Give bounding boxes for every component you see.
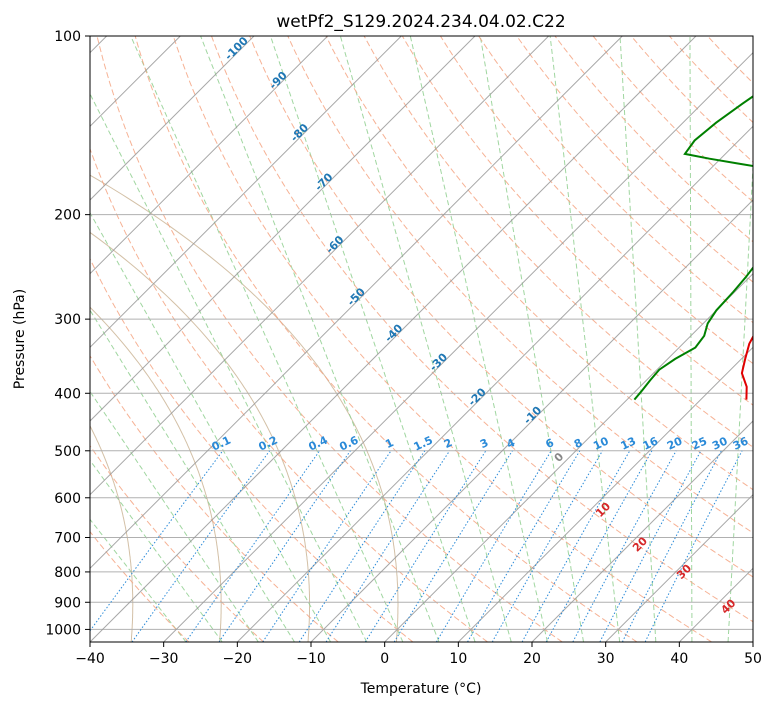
x-tick-label: 20 [523,651,541,667]
mixing-ratio-line [131,450,271,642]
dry-adiabat-line [363,36,753,448]
isotherm-gridline [163,51,753,642]
profile-line-2 [633,95,753,401]
moist-adiabat-line [90,309,295,642]
y-tick-label: 800 [54,565,81,581]
dry-adiabat-line [478,36,753,324]
mixing-ratio-line [364,450,487,642]
x-tick-label: 10 [449,651,467,667]
x-tick-label: 40 [670,651,688,667]
isotherm-gridline [531,420,753,642]
mixing-ratio-label: 13 [619,434,638,452]
moist-adiabat-line [90,92,368,642]
mixing-ratio-line [435,450,552,642]
dry-adiabat-line [439,36,753,365]
x-tick-label: 50 [744,651,762,667]
isotherm-gridline [384,272,753,642]
isotherm-gridline [90,36,329,275]
mixing-ratio-label: 30 [710,434,730,452]
mixing-ratio-label: 20 [665,434,685,452]
dry-adiabat-line [90,147,488,642]
brown-reference-curve [90,231,311,642]
dry-adiabat-line [96,36,563,642]
x-tick-label: −20 [223,651,253,667]
moist-adiabat-line [619,36,657,642]
dry-adiabat-line [90,354,339,642]
x-tick-label: −30 [149,651,179,667]
isotherm-gridline [90,36,476,422]
mixing-ratio-line [621,450,722,642]
x-tick-label: 0 [380,651,389,667]
profile-line-1 [740,334,753,400]
mixing-ratio-line [599,450,702,642]
y-tick-label: 400 [54,386,81,402]
moist-adiabat-line [130,36,404,642]
chart-title: wetPf2_S129.2024.234.04.02.C22 [276,12,565,32]
isotherm-gridline [310,199,753,642]
moist-adiabat-line [727,157,753,642]
mixing-ratio-line [545,450,653,642]
plot-frame [89,35,754,643]
mixing-ratio-line [644,450,743,642]
moist-adiabat-line [689,36,693,642]
y-tick-label: 700 [54,531,81,547]
isotherm-gridline [90,36,550,496]
mixing-ratio-line [393,450,513,642]
mixing-ratio-line [298,450,426,642]
moist-adiabat-line [200,36,440,642]
isotherm-gridline [457,346,753,642]
moist-adiabat-line [549,36,621,642]
moist-adiabat-line [409,36,548,642]
x-axis-label: Temperature (°C) [360,681,482,697]
dry-adiabat-line [172,36,712,642]
mixing-ratio-label: 25 [690,434,709,452]
mixing-ratio-line [185,450,321,642]
isotherm-gridline [236,125,753,642]
mixing-ratio-line [325,450,451,642]
isotherm-gridline [90,36,402,349]
dry-adiabat-line [287,36,753,534]
isotherm-gridline [90,36,623,570]
y-tick-label: 300 [54,312,81,328]
x-tick-label: −10 [296,651,326,667]
y-tick-label: 600 [54,491,81,507]
y-tick-label: 1000 [45,622,81,638]
mixing-ratio-line [90,450,224,632]
isotherm-gridline [90,36,255,201]
mixing-ratio-line [572,450,677,642]
y-tick-label: 900 [54,595,81,611]
dry-adiabat-line [325,36,753,491]
mixing-ratio-line [262,450,392,642]
y-tick-label: 100 [54,29,81,45]
x-tick-label: 30 [597,651,615,667]
x-tick-label: −40 [75,651,105,667]
moist-adiabat-line [90,390,259,642]
dry-adiabat-line [90,530,190,642]
dry-adiabat-line [134,36,638,642]
mixing-ratio-label: 16 [641,434,661,452]
brown-reference-curve [90,174,399,642]
mixing-ratio-line [521,450,631,642]
isotherm-gridline [605,493,753,642]
y-tick-label: 200 [54,208,81,224]
brown-reference-curve [90,306,222,642]
y-tick-label: 500 [54,444,81,460]
moist-adiabat-line [269,36,476,642]
mixing-ratio-label: 10 [591,434,611,452]
mixing-ratio-label: 36 [731,434,751,452]
mixing-ratio-line [218,450,351,642]
y-axis-label: Pressure (hPa) [12,289,28,389]
isotherm-gridline [90,36,697,642]
moist-adiabat-line [90,459,223,642]
moist-adiabat-line [90,211,332,642]
